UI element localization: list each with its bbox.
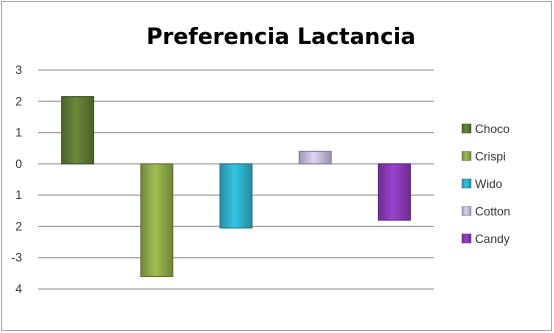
legend-label-cotton: Cotton (475, 205, 510, 219)
bar-crispi (140, 163, 174, 277)
legend-label-choco: Choco (475, 122, 510, 136)
bar-candy (377, 163, 411, 221)
y-axis: 3 2 1 0 1 2 -3 4 (11, 63, 22, 296)
y-tick-label: 4 (15, 282, 22, 296)
y-tick-label: -3 (11, 251, 22, 265)
y-tick-label: 2 (15, 94, 22, 108)
legend-swatch-choco (461, 123, 472, 134)
legend-swatch-crispi (461, 151, 472, 161)
legend-label-crispi: Crispi (475, 150, 506, 164)
y-tick-label: 2 (15, 219, 22, 233)
legend-swatch-candy (461, 233, 472, 244)
y-tick-label: 3 (15, 63, 22, 77)
bar-wido (219, 163, 253, 229)
legend: Choco Crispi Wido Cotton Candy (461, 122, 510, 246)
legend-swatch-cotton (461, 206, 472, 216)
chart-title: Preferencia Lactancia (146, 25, 415, 50)
y-tick-label: 1 (15, 126, 22, 140)
legend-swatch-wido (461, 178, 472, 189)
y-tick-label: 1 (15, 188, 22, 202)
y-tick-label: 0 (15, 157, 22, 171)
bar-cotton (298, 150, 332, 165)
legend-label-candy: Candy (475, 232, 510, 246)
legend-label-wido: Wido (475, 177, 503, 191)
bars (61, 96, 411, 277)
bar-choco (61, 96, 95, 165)
